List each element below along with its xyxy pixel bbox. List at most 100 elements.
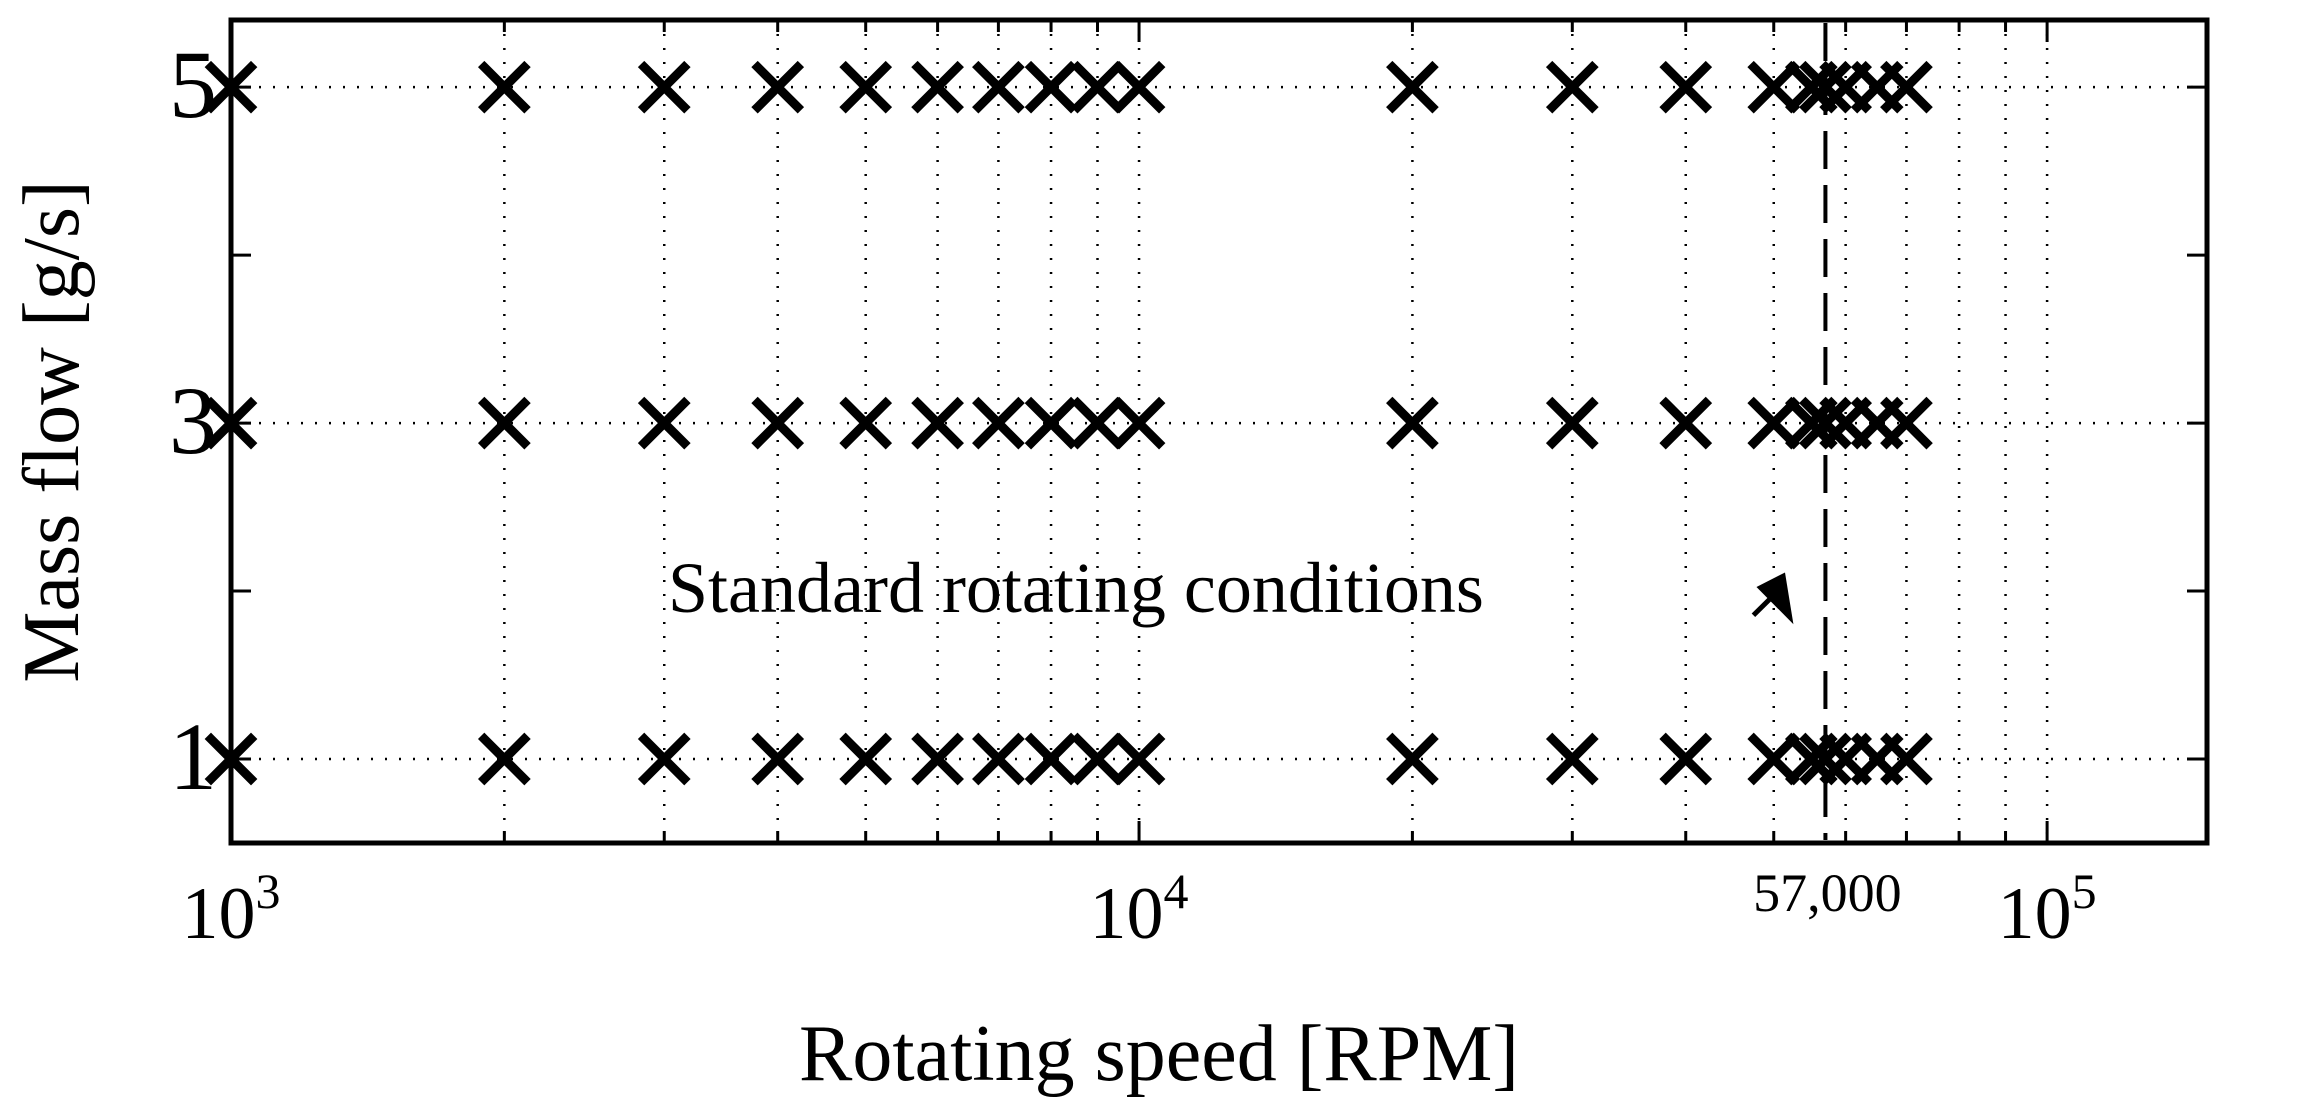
x-marker	[1071, 60, 1124, 114]
x-marker	[1071, 732, 1124, 786]
x-marker-stroke	[1747, 732, 1801, 786]
x-marker-stroke	[1880, 396, 1933, 450]
x-marker	[1386, 732, 1439, 786]
x-marker	[1747, 732, 1801, 786]
x-tick-label-base: 10	[1090, 873, 1164, 955]
x-marker	[1112, 396, 1166, 450]
x-marker-stroke	[839, 732, 893, 786]
x-marker	[1545, 732, 1599, 786]
x-marker-stroke	[1659, 396, 1713, 450]
x-marker	[637, 732, 691, 786]
x-tick-label: 103	[182, 863, 281, 955]
x-marker	[637, 396, 691, 450]
x-marker	[751, 60, 805, 114]
x-marker-stroke	[1799, 60, 1852, 114]
x-marker	[972, 396, 1025, 450]
x-marker	[911, 396, 964, 450]
x-marker	[1071, 396, 1124, 450]
x-marker	[637, 60, 691, 114]
x-marker	[1880, 60, 1933, 114]
x-marker-stroke	[1659, 60, 1713, 114]
x-marker-stroke	[1071, 396, 1124, 450]
plot-frame	[228, 17, 2210, 846]
x-marker-stroke	[1386, 60, 1439, 114]
x-marker-stroke	[477, 732, 531, 786]
x-marker-stroke	[1112, 60, 1166, 114]
x-marker	[1024, 732, 1078, 786]
x-marker-stroke	[972, 732, 1025, 786]
x-marker-stroke	[637, 732, 691, 786]
x-marker-stroke	[1024, 732, 1078, 786]
x-marker-stroke	[1659, 732, 1713, 786]
x-marker-stroke	[839, 396, 893, 450]
x-marker	[1659, 732, 1713, 786]
x-marker	[839, 60, 893, 114]
y-tick-label: 3	[169, 367, 217, 474]
x-marker	[1659, 60, 1713, 114]
x-axis-title: Rotating speed [RPM]	[799, 1010, 1519, 1097]
x-marker	[972, 60, 1025, 114]
annotation-text: Standard rotating conditions	[668, 548, 1484, 628]
annotation-arrow-head	[1756, 572, 1794, 625]
x-marker	[751, 732, 805, 786]
x-marker-stroke	[911, 396, 964, 450]
x-marker-stroke	[1799, 396, 1852, 450]
x-marker-stroke	[972, 396, 1025, 450]
y-tick-labels: 1 3 5	[169, 31, 217, 810]
x-marker-stroke	[1071, 60, 1124, 114]
x-marker	[1799, 732, 1852, 786]
x-marker-stroke	[1784, 396, 1838, 450]
x-marker	[477, 396, 531, 450]
x-marker	[1112, 732, 1166, 786]
x-marker-stroke	[1386, 396, 1439, 450]
x-marker-stroke	[972, 60, 1025, 114]
x-tick-label-exponent: 4	[1164, 863, 1189, 919]
x-marker	[839, 396, 893, 450]
x-marker-stroke	[1799, 732, 1852, 786]
x-tick-label: 104	[1090, 863, 1189, 955]
x-marker-stroke	[477, 60, 531, 114]
x-tick-label-base: 10	[1998, 873, 2072, 955]
x-marker	[1784, 60, 1838, 114]
x-marker-stroke	[1112, 732, 1166, 786]
x-marker	[1784, 396, 1838, 450]
x-marker-stroke	[1386, 732, 1439, 786]
x-marker	[1747, 396, 1801, 450]
x-marker-stroke	[1880, 60, 1933, 114]
x-marker-stroke	[1112, 396, 1166, 450]
y-tick-label: 5	[169, 31, 217, 138]
x-marker-stroke	[1545, 60, 1599, 114]
x-marker	[1784, 732, 1838, 786]
x-marker	[1880, 732, 1933, 786]
data-markers	[204, 60, 1933, 786]
x-marker	[911, 60, 964, 114]
x-marker	[477, 732, 531, 786]
x-marker-stroke	[751, 396, 805, 450]
x-marker	[477, 60, 531, 114]
x-marker-stroke	[1784, 732, 1838, 786]
x-marker	[972, 732, 1025, 786]
x-tick-label-exponent: 5	[2072, 863, 2097, 919]
x-marker	[1880, 396, 1933, 450]
x-tick-labels: 103 104 105	[182, 863, 2097, 955]
x-marker-stroke	[1545, 732, 1599, 786]
x-marker	[1747, 60, 1801, 114]
x-marker	[1799, 396, 1852, 450]
reference-line-label: 57,000	[1753, 863, 1902, 923]
x-marker-stroke	[637, 60, 691, 114]
x-marker-stroke	[1024, 396, 1078, 450]
x-marker-stroke	[1880, 732, 1933, 786]
x-marker-stroke	[1024, 60, 1078, 114]
x-marker-stroke	[477, 396, 531, 450]
x-marker	[839, 732, 893, 786]
x-marker	[1386, 396, 1439, 450]
x-marker-stroke	[911, 732, 964, 786]
x-marker	[911, 732, 964, 786]
x-marker	[1112, 60, 1166, 114]
x-marker	[1799, 60, 1852, 114]
x-marker	[1024, 60, 1078, 114]
x-tick-label-base: 10	[182, 873, 256, 955]
x-marker	[1386, 60, 1439, 114]
